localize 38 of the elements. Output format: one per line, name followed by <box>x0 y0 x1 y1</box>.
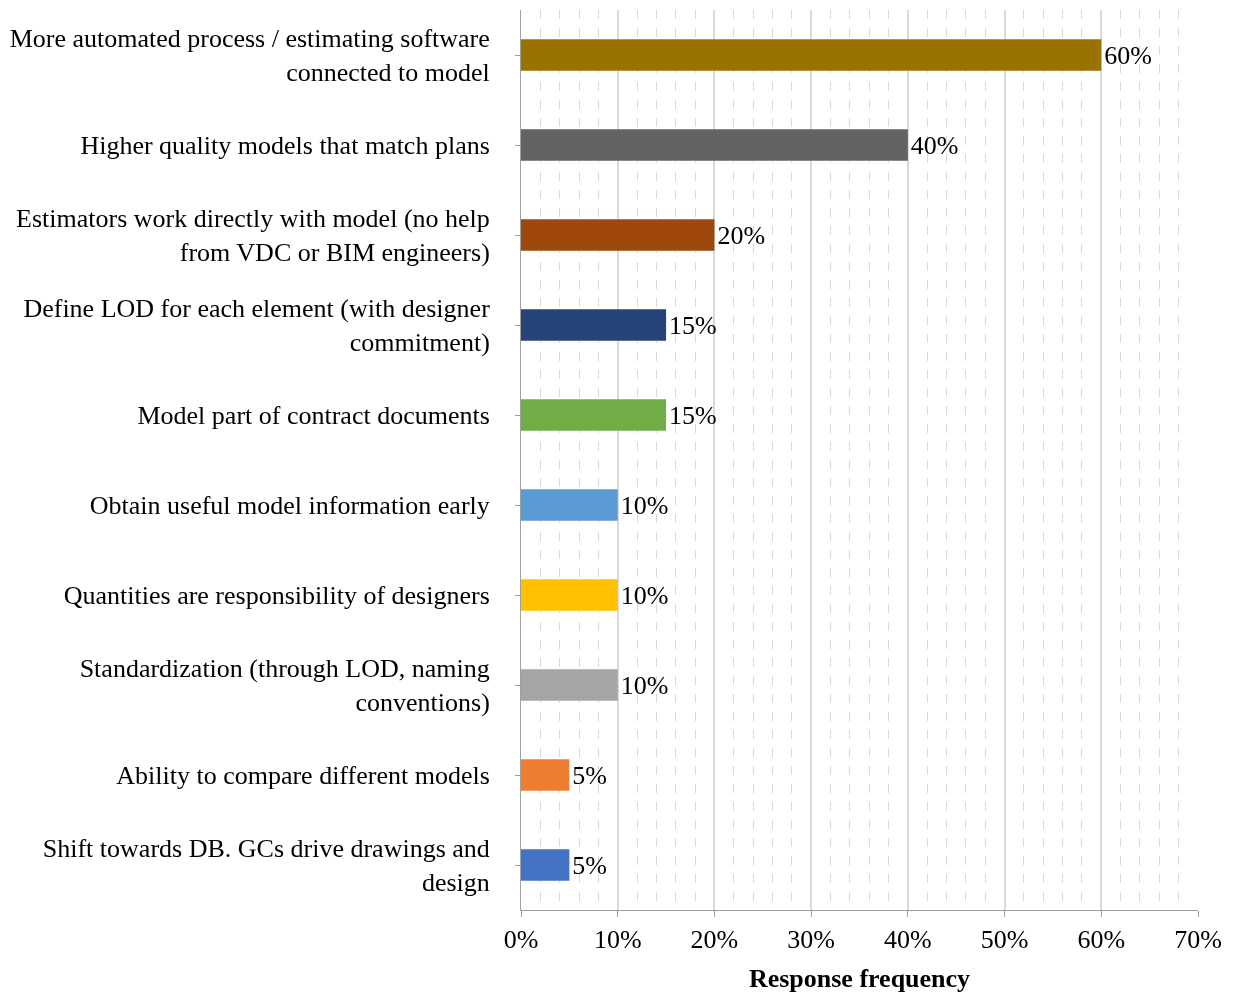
data-label: 5% <box>572 850 608 880</box>
bar <box>521 489 618 521</box>
y-tick-label: Quantities are responsibility of designers <box>63 581 490 611</box>
data-label: 10% <box>620 490 669 520</box>
data-label: 20% <box>717 220 766 250</box>
bar <box>521 219 715 251</box>
bar <box>521 759 570 791</box>
y-tick-label: Estimators work directly with model (no help from VDC or BIM engineers) <box>16 204 490 267</box>
y-tick-label: Shift towards DB. GCs drive drawings and design <box>42 834 490 897</box>
bar <box>521 39 1102 71</box>
y-tick-label: Model part of contract documents <box>137 401 490 431</box>
x-tick-label: 60% <box>1077 925 1126 955</box>
y-tick-label: More automated process / estimating software connected to model <box>9 24 490 87</box>
data-label: 15% <box>669 400 717 430</box>
bar <box>521 129 908 161</box>
data-label: 10% <box>620 670 669 700</box>
y-tick-label: Higher quality models that match plans <box>80 131 490 161</box>
y-tick-label: Ability to compare different models <box>116 761 490 791</box>
x-tick-label: 20% <box>690 925 739 955</box>
x-tick-label: 30% <box>787 925 835 955</box>
x-tick-label: 50% <box>980 925 1029 955</box>
data-label: 5% <box>572 760 608 790</box>
x-tick-label: 10% <box>593 925 642 955</box>
bar <box>521 399 667 431</box>
x-tick-label: 0% <box>503 925 539 955</box>
bar <box>521 849 570 881</box>
y-tick-label: Standardization (through LOD, naming conventions) <box>79 654 490 717</box>
data-label: 15% <box>669 310 717 340</box>
y-tick-label: Define LOD for each element (with designer commitment) <box>23 294 491 357</box>
bar <box>521 579 618 611</box>
y-tick-label: Obtain useful model information early <box>89 491 490 521</box>
data-label: 40% <box>910 130 959 160</box>
bar <box>521 309 667 341</box>
x-axis-title: Response frequency <box>748 963 971 993</box>
data-label: 10% <box>620 580 669 610</box>
x-tick-label: 70% <box>1174 925 1222 955</box>
x-tick-label: 40% <box>884 925 932 955</box>
data-label: 60% <box>1104 40 1152 70</box>
